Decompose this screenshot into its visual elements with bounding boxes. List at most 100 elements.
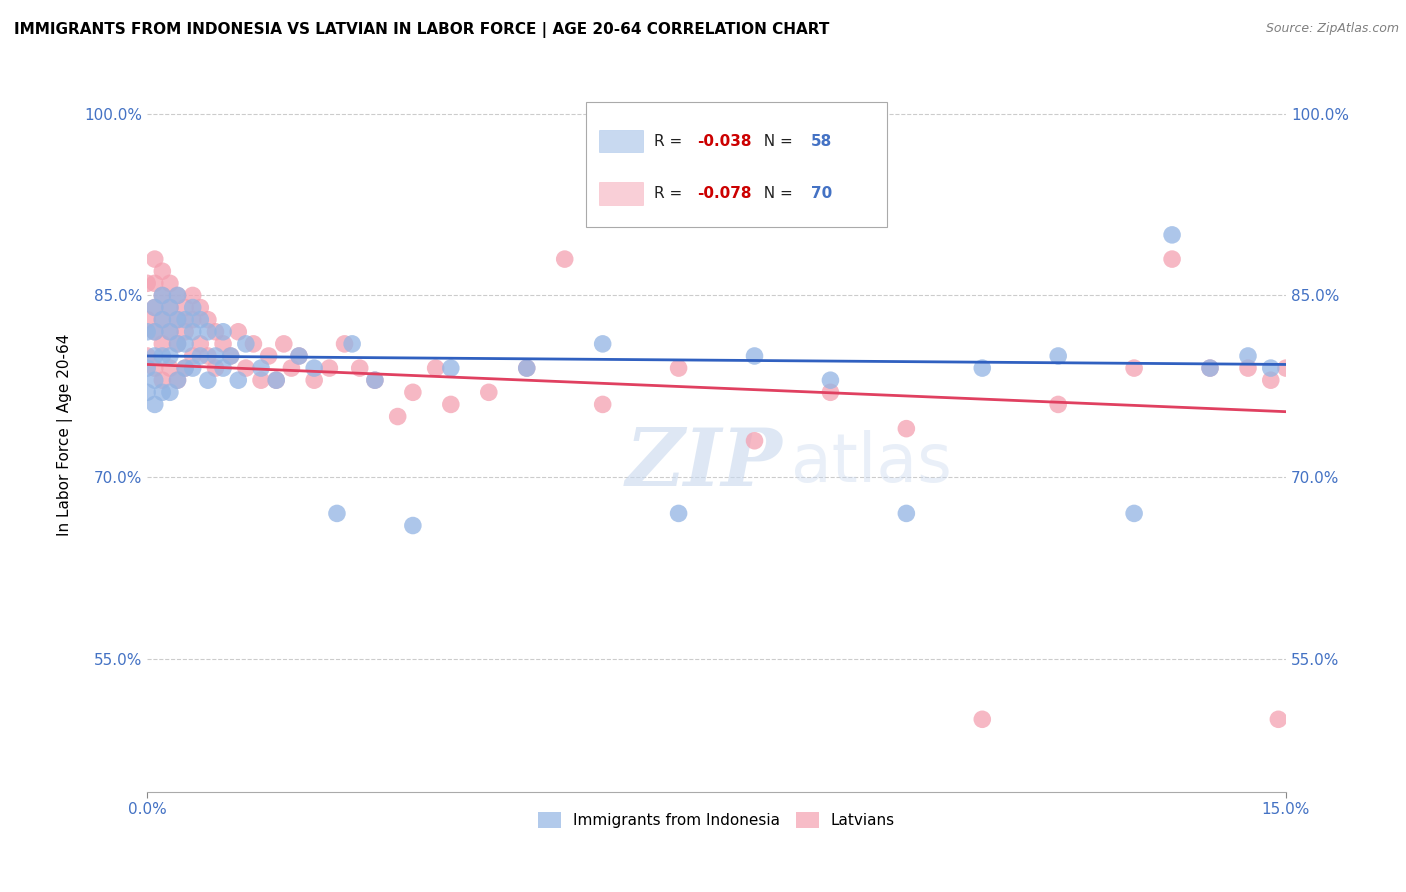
Legend: Immigrants from Indonesia, Latvians: Immigrants from Indonesia, Latvians (531, 806, 901, 834)
Point (181, 349, 204, 363)
Point (136, 312, 159, 326)
Text: R =: R = (654, 186, 688, 201)
Point (820, 373, 842, 387)
Point (235, 361, 257, 376)
Point (143, 397, 166, 411)
Point (820, 385, 842, 400)
Text: Source: ZipAtlas.com: Source: ZipAtlas.com (1265, 22, 1399, 36)
Point (972, 361, 994, 376)
Point (1199, 361, 1222, 376)
Point (136, 325, 159, 339)
Point (257, 349, 280, 363)
Point (440, 397, 463, 411)
Point (166, 373, 188, 387)
Point (204, 325, 226, 339)
Point (136, 361, 159, 376)
Point (212, 325, 235, 339)
Point (288, 349, 311, 363)
Point (744, 434, 766, 448)
Point (150, 337, 173, 351)
Point (136, 277, 159, 291)
Point (250, 361, 273, 376)
Point (1260, 361, 1282, 376)
Point (1267, 712, 1289, 726)
Point (1237, 361, 1260, 376)
Point (273, 337, 295, 351)
Point (174, 301, 197, 315)
Text: ZIP: ZIP (626, 425, 782, 502)
Point (387, 409, 409, 424)
Point (402, 518, 425, 533)
Point (159, 325, 181, 339)
Point (212, 337, 235, 351)
Point (181, 312, 204, 326)
Point (159, 277, 181, 291)
Point (159, 301, 181, 315)
Point (181, 361, 204, 376)
Point (340, 337, 363, 351)
Point (166, 312, 188, 326)
Point (166, 337, 188, 351)
Point (143, 252, 166, 266)
Point (226, 325, 249, 339)
Point (744, 349, 766, 363)
Point (264, 373, 287, 387)
Text: -0.038: -0.038 (697, 134, 752, 149)
Point (516, 361, 538, 376)
Point (219, 349, 242, 363)
Point (174, 361, 197, 376)
Point (242, 337, 264, 351)
Point (159, 385, 181, 400)
Point (143, 361, 166, 376)
Point (1275, 361, 1298, 376)
Point (150, 385, 173, 400)
Point (188, 301, 211, 315)
Point (150, 312, 173, 326)
Point (174, 361, 197, 376)
Point (197, 349, 219, 363)
Point (197, 312, 219, 326)
Point (166, 312, 188, 326)
Point (166, 288, 188, 302)
Point (143, 373, 166, 387)
Point (159, 361, 181, 376)
Text: R =: R = (654, 134, 688, 149)
Point (188, 349, 211, 363)
FancyBboxPatch shape (599, 182, 643, 204)
Point (150, 349, 173, 363)
FancyBboxPatch shape (585, 103, 887, 227)
Point (896, 507, 918, 521)
Text: atlas: atlas (790, 430, 952, 496)
Point (1161, 227, 1184, 242)
Point (143, 301, 166, 315)
Text: N =: N = (754, 186, 797, 201)
Point (280, 361, 302, 376)
Point (302, 361, 325, 376)
Point (197, 325, 219, 339)
Point (402, 385, 425, 400)
Point (181, 301, 204, 315)
Point (143, 325, 166, 339)
Point (204, 349, 226, 363)
Point (592, 397, 614, 411)
Point (136, 385, 159, 400)
Point (159, 349, 181, 363)
Point (204, 361, 226, 376)
Point (668, 507, 690, 521)
Point (197, 373, 219, 387)
Point (136, 349, 159, 363)
Text: 70: 70 (811, 186, 832, 201)
Text: 58: 58 (811, 134, 832, 149)
Point (1199, 361, 1222, 376)
Point (478, 385, 501, 400)
Point (1123, 361, 1146, 376)
Point (1047, 397, 1070, 411)
Point (1161, 252, 1184, 266)
Point (188, 337, 211, 351)
Point (235, 337, 257, 351)
Point (264, 373, 287, 387)
Point (143, 277, 166, 291)
Point (143, 349, 166, 363)
Text: N =: N = (754, 134, 797, 149)
Point (166, 337, 188, 351)
